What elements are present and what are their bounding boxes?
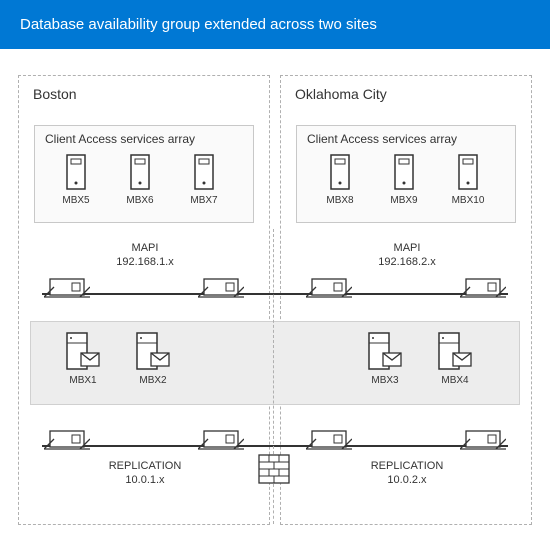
firewall-icon — [258, 454, 290, 484]
server-tower-icon — [193, 153, 215, 191]
mailbox-server: MBX2 — [128, 331, 178, 386]
server-label: MBX7 — [190, 195, 217, 206]
replication-label-left: REPLICATION 10.0.1.x — [90, 459, 200, 488]
net-subnet: 10.0.1.x — [125, 474, 164, 486]
nic-icon — [198, 277, 244, 303]
net-name: MAPI — [132, 242, 159, 254]
cas-server: MBX5 — [56, 153, 96, 206]
nic-icon — [306, 429, 352, 455]
replication-label-right: REPLICATION 10.0.2.x — [352, 459, 462, 488]
server-label: MBX4 — [441, 375, 468, 386]
cas-title-right: Client Access services array — [307, 132, 457, 146]
mapi-label-right: MAPI 192.168.2.x — [362, 241, 452, 270]
diagram-header: Database availability group extended acr… — [0, 0, 550, 49]
cas-server: MBX8 — [320, 153, 360, 206]
server-tower-icon — [393, 153, 415, 191]
net-name: MAPI — [394, 242, 421, 254]
server-label: MBX8 — [326, 195, 353, 206]
server-label: MBX2 — [139, 375, 166, 386]
net-subnet: 10.0.2.x — [387, 474, 426, 486]
nic-icon — [44, 429, 90, 455]
server-tower-icon — [329, 153, 351, 191]
nic-icon — [306, 277, 352, 303]
server-tower-icon — [457, 153, 479, 191]
net-name: REPLICATION — [371, 460, 444, 472]
diagram-title: Database availability group extended acr… — [20, 16, 377, 33]
nic-icon — [460, 429, 506, 455]
center-divider-top — [273, 229, 274, 454]
nic-icon — [198, 429, 244, 455]
mailbox-server: MBX1 — [58, 331, 108, 386]
site-title-right: Oklahoma City — [295, 86, 387, 102]
mailbox-server-icon — [135, 331, 171, 371]
replication-line — [42, 445, 508, 447]
mailbox-server-icon — [367, 331, 403, 371]
server-tower-icon — [129, 153, 151, 191]
cas-title-left: Client Access services array — [45, 132, 195, 146]
site-title-left: Boston — [33, 86, 77, 102]
mailbox-server: MBX4 — [430, 331, 480, 386]
server-label: MBX6 — [126, 195, 153, 206]
server-label: MBX1 — [69, 375, 96, 386]
server-label: MBX9 — [390, 195, 417, 206]
server-tower-icon — [65, 153, 87, 191]
cas-server: MBX9 — [384, 153, 424, 206]
nic-icon — [44, 277, 90, 303]
server-label: MBX5 — [62, 195, 89, 206]
net-name: REPLICATION — [109, 460, 182, 472]
diagram-canvas: Boston Oklahoma City Client Access servi… — [0, 49, 550, 541]
center-divider-bot — [273, 484, 274, 524]
cas-server: MBX7 — [184, 153, 224, 206]
cas-server: MBX6 — [120, 153, 160, 206]
net-subnet: 192.168.2.x — [378, 256, 436, 268]
server-label: MBX3 — [371, 375, 398, 386]
net-subnet: 192.168.1.x — [116, 256, 174, 268]
mapi-label-left: MAPI 192.168.1.x — [100, 241, 190, 270]
mapi-line — [42, 293, 508, 295]
cas-server: MBX10 — [448, 153, 488, 206]
mailbox-server-icon — [437, 331, 473, 371]
server-label: MBX10 — [452, 195, 485, 206]
mailbox-server-icon — [65, 331, 101, 371]
nic-icon — [460, 277, 506, 303]
mailbox-server: MBX3 — [360, 331, 410, 386]
